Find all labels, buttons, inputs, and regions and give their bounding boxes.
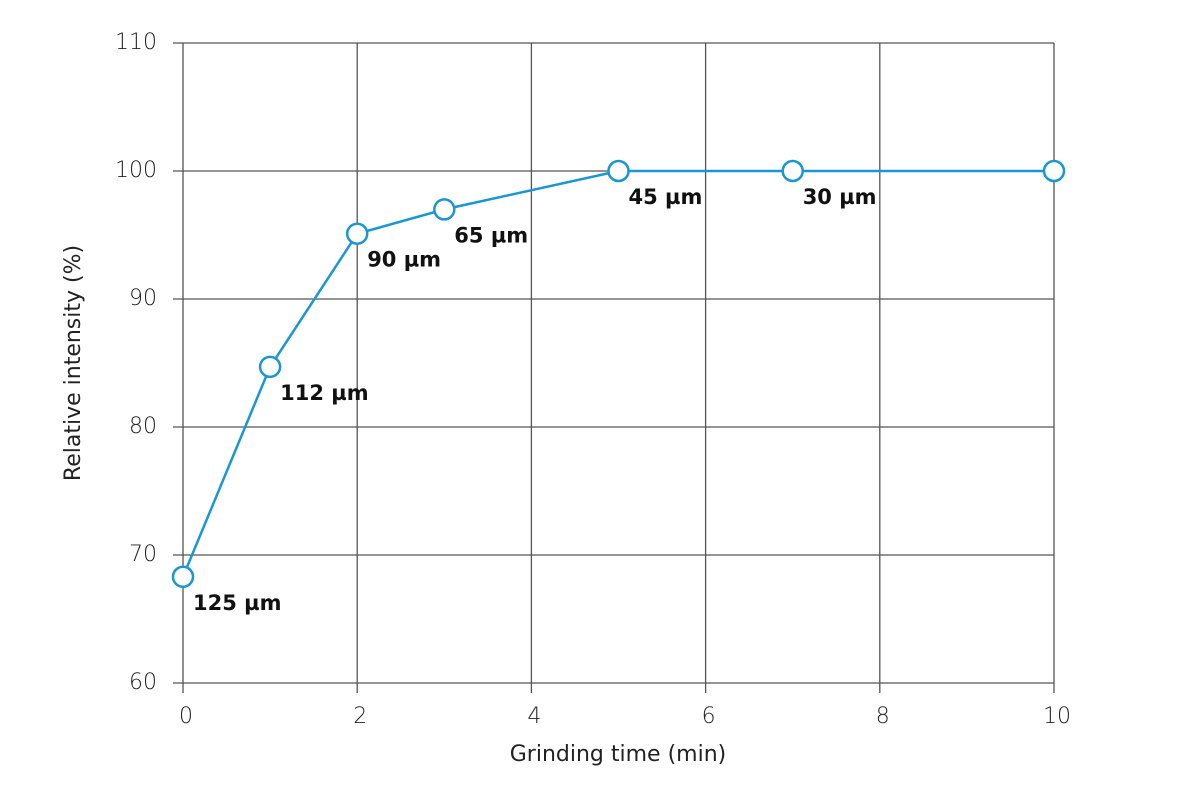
x-tick-label: 10 <box>1043 704 1071 729</box>
point-label: 125 µm <box>193 591 281 615</box>
point-label: 112 µm <box>280 381 368 405</box>
data-point <box>433 198 456 221</box>
y-tick-label: 60 <box>129 670 157 695</box>
data-point <box>171 565 195 589</box>
x-axis-label: Grinding time (min) <box>510 742 726 767</box>
y-tick-label: 100 <box>115 158 157 183</box>
x-tick-label: 0 <box>179 704 193 729</box>
y-axis-label: Relative intensity (%) <box>61 245 86 481</box>
y-tick-label: 70 <box>129 542 157 567</box>
y-tick-label: 80 <box>129 414 157 439</box>
data-line <box>181 169 1054 578</box>
data-point <box>258 355 282 379</box>
data-point <box>607 159 630 183</box>
point-label: 45 µm <box>629 185 703 209</box>
data-point <box>781 159 804 183</box>
point-label: 90 µm <box>367 248 441 272</box>
x-tick-label: 4 <box>527 704 541 729</box>
data-point <box>345 222 369 245</box>
y-tick-label: 90 <box>129 286 157 311</box>
data-point <box>1042 159 1066 183</box>
y-tick-label: 110 <box>115 30 157 55</box>
point-label: 30 µm <box>803 185 877 209</box>
x-tick-label: 6 <box>702 704 716 729</box>
x-tick-label: 8 <box>876 704 890 729</box>
x-tick-label: 2 <box>353 704 367 729</box>
point-label: 65 µm <box>454 223 528 247</box>
